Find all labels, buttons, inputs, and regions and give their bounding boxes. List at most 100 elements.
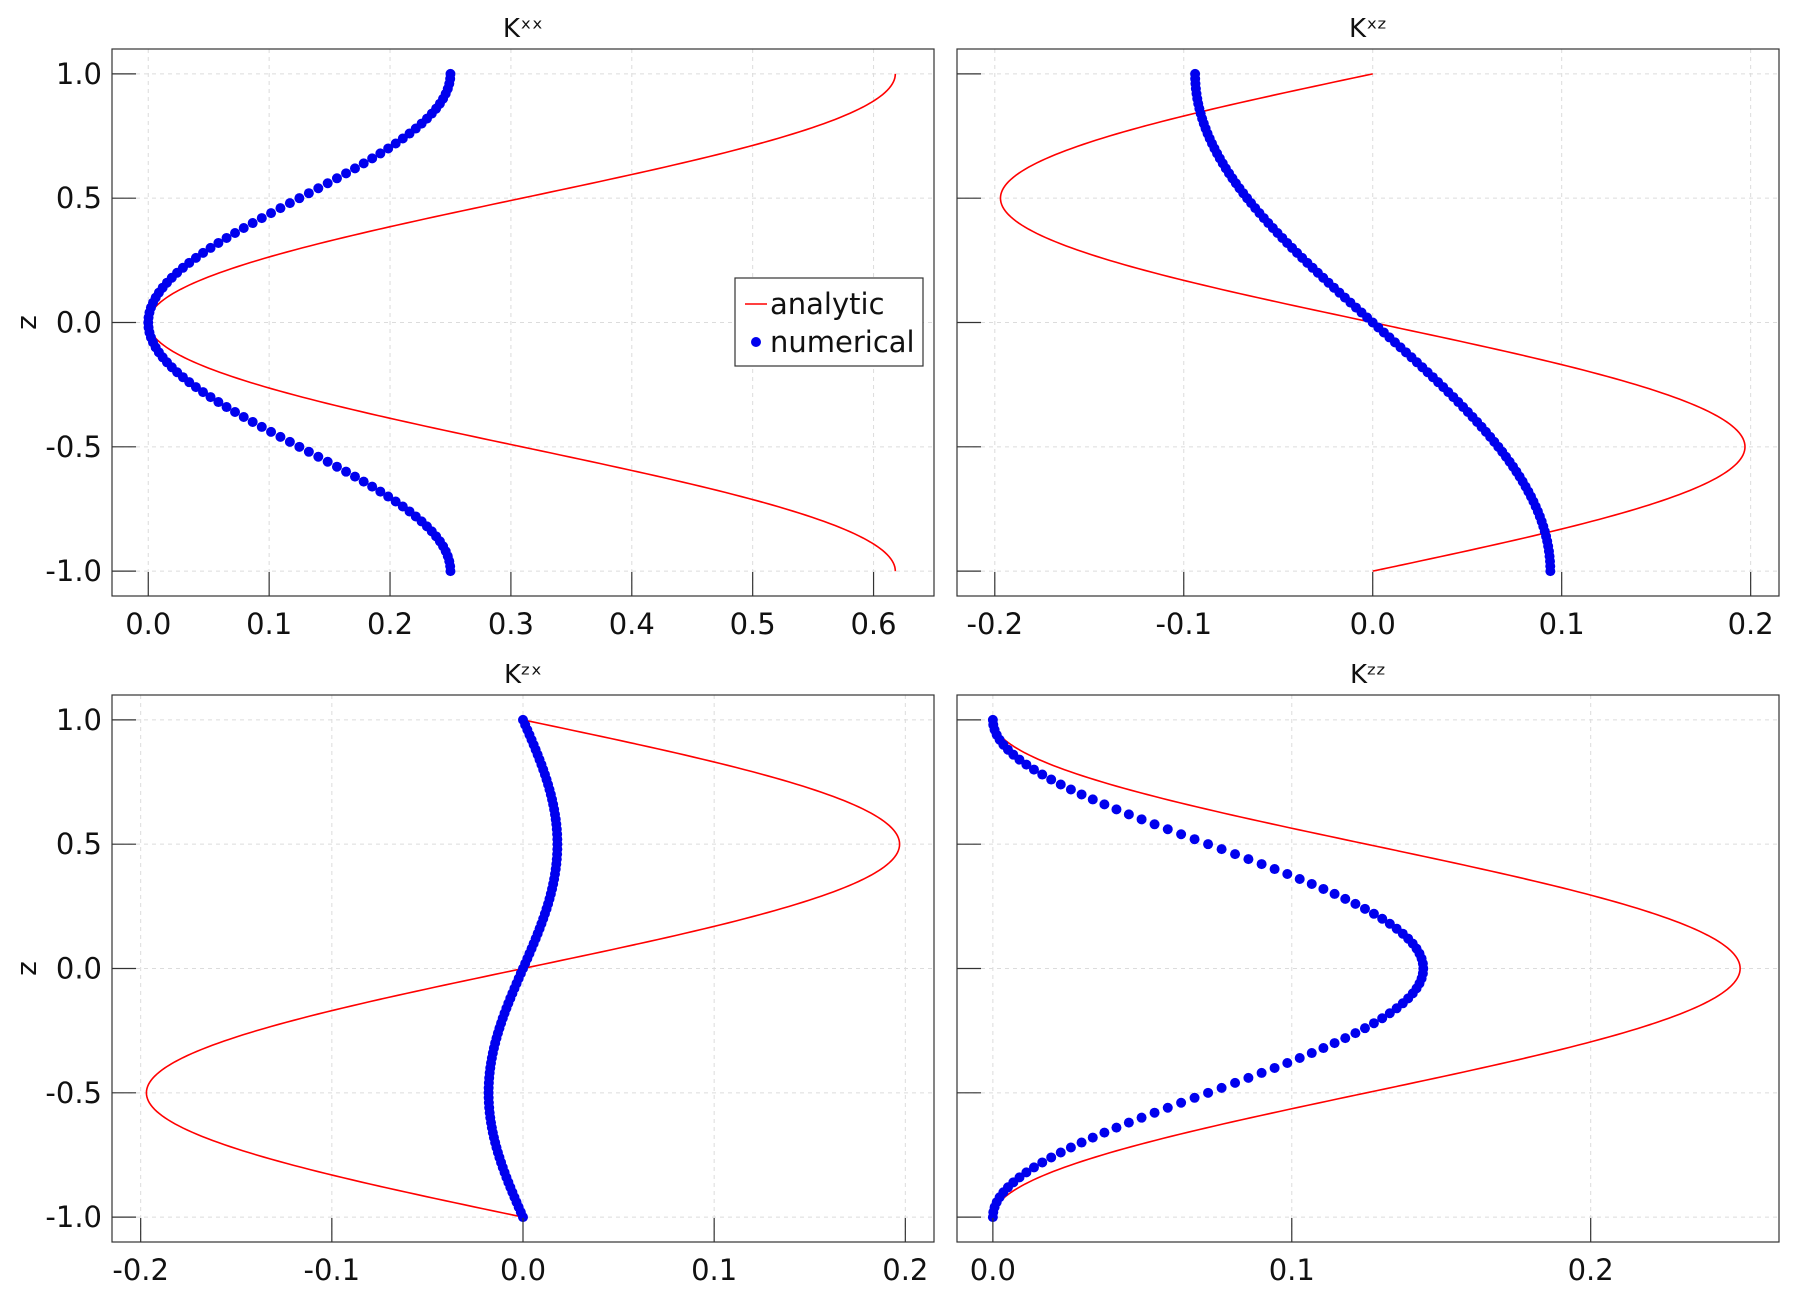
x-tick-label: 0.1: [1539, 607, 1585, 641]
series-point-numerical: [1014, 1172, 1025, 1183]
series-point-numerical: [1306, 1048, 1317, 1059]
series-point-numerical: [341, 466, 352, 477]
y-tick-label: 0.5: [56, 181, 102, 215]
x-tick-label: 0.2: [1728, 607, 1774, 641]
series-point-numerical: [1377, 913, 1388, 924]
series-point-numerical: [1269, 864, 1280, 875]
series-point-numerical: [230, 407, 241, 418]
series-point-numerical: [1021, 759, 1032, 770]
series-point-numerical: [1203, 1087, 1214, 1098]
x-tick-label: 0.4: [609, 607, 655, 641]
series-point-numerical: [1306, 878, 1317, 889]
y-tick-label: 1.0: [56, 703, 102, 737]
series-point-numerical: [1350, 1028, 1361, 1039]
series-point-numerical: [1282, 1057, 1293, 1068]
x-tick-label: -0.1: [304, 1253, 361, 1287]
subplot-1: 0.0 0.1 0.2 0.3 0.4 0.5 0.6 -1.0 -0.5 0.0 0.5 1.0 Kˣ…: [10, 14, 935, 641]
series-point-numerical: [383, 491, 394, 502]
series-point-numerical: [1176, 829, 1187, 840]
series-point-numerical: [238, 411, 249, 422]
x-tick-label: 0.0: [1350, 607, 1396, 641]
series-point-numerical: [1216, 1082, 1227, 1093]
x-tick-label: 0.2: [882, 1253, 928, 1287]
x-tick-label: -0.1: [1155, 607, 1212, 641]
x-tick-label: 0.0: [125, 607, 171, 641]
series-point-numerical: [1189, 834, 1200, 845]
series-point-numerical: [349, 163, 360, 174]
series-point-numerical: [322, 178, 333, 189]
series-point-numerical: [198, 387, 209, 398]
series-point-numerical: [331, 173, 342, 184]
series-point-numerical: [1162, 1102, 1173, 1113]
series-point-numerical: [375, 148, 386, 159]
series-point-numerical: [275, 203, 286, 214]
series-point-numerical: [275, 431, 286, 442]
x-tick-label: 0.0: [500, 1253, 546, 1287]
series-point-numerical: [1190, 68, 1201, 79]
x-tick-label: 0.1: [246, 607, 292, 641]
series-point-numerical: [1021, 1167, 1032, 1178]
series-point-numerical: [1111, 804, 1122, 815]
series-point-numerical: [1294, 873, 1305, 884]
series-point-numerical: [1230, 1077, 1241, 1088]
series-point-numerical: [397, 501, 408, 512]
series-point-numerical: [1256, 859, 1267, 870]
series-point-numerical: [205, 392, 216, 403]
series-point-numerical: [1216, 844, 1227, 855]
y-tick-label: -1.0: [45, 1200, 102, 1234]
x-tick-label: -0.2: [112, 1253, 169, 1287]
series-point-numerical: [266, 426, 277, 437]
series-point-numerical: [358, 158, 369, 169]
series-point-numerical: [221, 402, 232, 413]
series-point-numerical: [322, 456, 333, 467]
series-point-numerical: [518, 714, 528, 725]
series-point-numerical: [331, 461, 342, 472]
x-tick-label: 0.2: [1568, 1253, 1614, 1287]
series-point-numerical: [221, 232, 232, 243]
series-point-numerical: [190, 252, 201, 263]
series-point-numerical: [1189, 1092, 1200, 1103]
series-point-numerical: [294, 193, 305, 204]
series-point-numerical: [341, 168, 352, 179]
series-point-numerical: [390, 138, 401, 149]
series-point-numerical: [256, 421, 267, 432]
series-point-numerical: [284, 198, 295, 209]
legend-entry-numerical: numerical: [770, 325, 915, 359]
series-point-numerical: [1384, 918, 1395, 929]
series-point-numerical: [247, 416, 258, 427]
x-tick-label: 0.1: [691, 1253, 737, 1287]
series-point-numerical: [1243, 854, 1254, 865]
series-point-numerical: [1076, 1137, 1087, 1148]
series-point-numerical: [1123, 809, 1134, 820]
series-point-numerical: [367, 153, 378, 164]
series-point-numerical: [1149, 1107, 1160, 1118]
series-point-numerical: [1391, 923, 1402, 934]
series-point-numerical: [313, 183, 324, 194]
series-point-numerical: [266, 208, 277, 219]
y-axis-label: z: [10, 315, 43, 330]
series-point-numerical: [1377, 1013, 1388, 1024]
y-tick-label: 0.0: [56, 952, 102, 986]
series-point-numerical: [1329, 1038, 1340, 1049]
series-point-numerical: [303, 446, 314, 457]
series-point-numerical: [1318, 883, 1329, 894]
series-point-numerical: [303, 188, 314, 199]
subplot-title: Kᶻˣ: [504, 660, 542, 690]
series-point-numerical: [358, 476, 369, 487]
series-point-numerical: [1162, 824, 1173, 835]
legend-entry-analytic: analytic: [770, 287, 885, 321]
series-point-numerical: [1269, 1062, 1280, 1073]
series-point-numerical: [1111, 1122, 1122, 1133]
subplot-2: -0.2 -0.1 0.0 0.1 0.2 Kˣᶻ: [956, 14, 1780, 641]
series-point-numerical: [987, 714, 998, 725]
series-point-numerical: [1318, 1043, 1329, 1054]
series-point-numerical: [1065, 784, 1076, 795]
series-point-numerical: [256, 213, 267, 224]
series-point-numerical: [1176, 1097, 1187, 1108]
series-point-numerical: [205, 242, 216, 253]
series-point-numerical: [1028, 1162, 1039, 1173]
series-point-numerical: [1065, 1142, 1076, 1153]
series-point-numerical: [1350, 898, 1361, 909]
series-point-numerical: [383, 143, 394, 154]
series-point-numerical: [294, 441, 305, 452]
